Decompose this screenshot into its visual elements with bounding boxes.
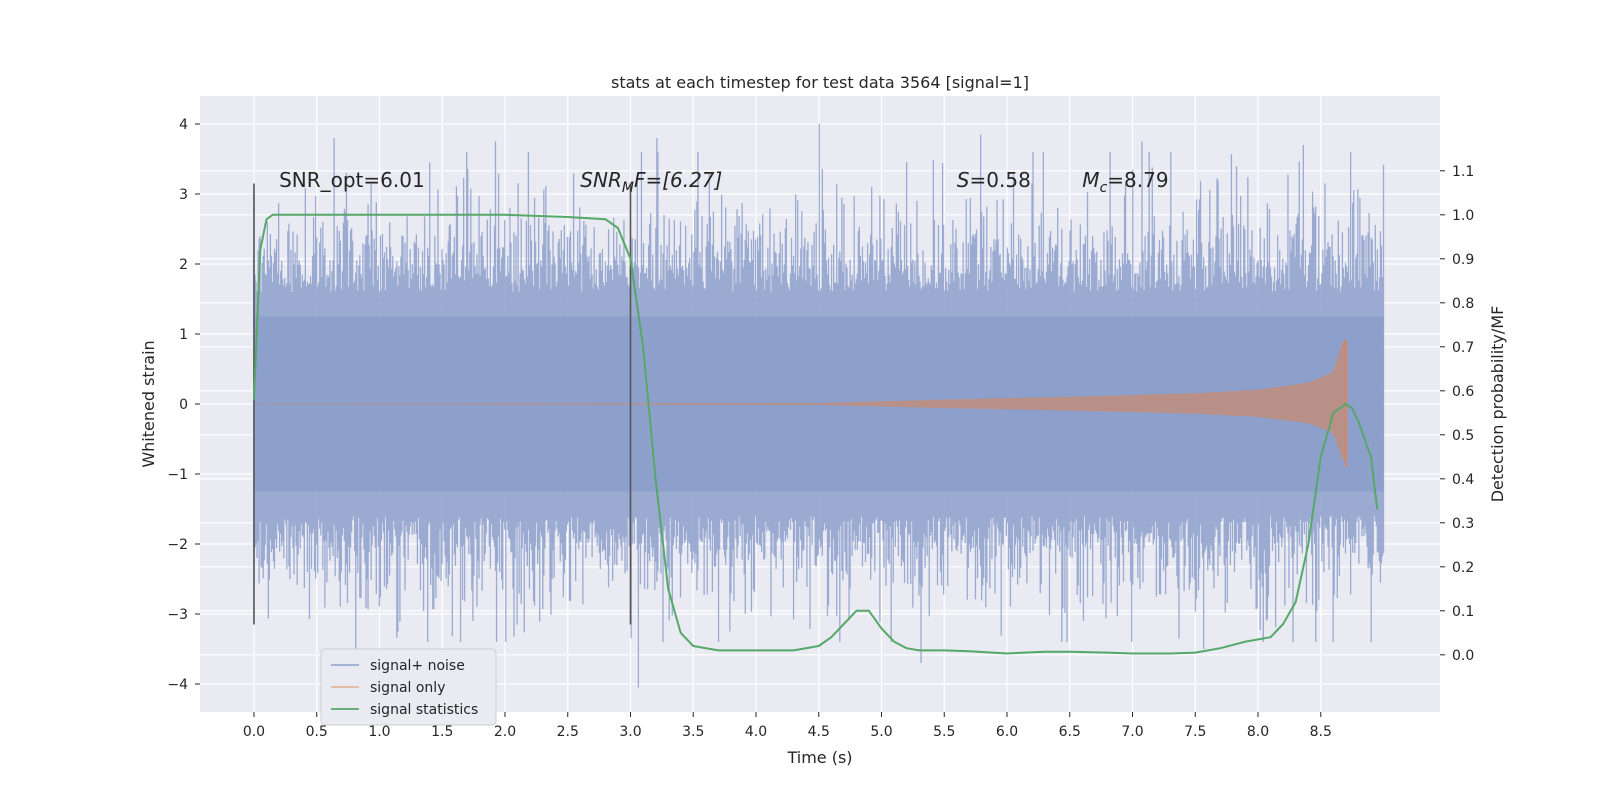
y2-tick-label: 0.4 — [1452, 472, 1474, 488]
x-tick-label: 3.0 — [619, 724, 641, 740]
y2-tick-label: 1.1 — [1452, 164, 1474, 180]
legend-label-signal-plus-noise: signal+ noise — [370, 658, 465, 674]
x-tick-label: 5.5 — [933, 724, 955, 740]
annotation-mc-rest: =8.79 — [1107, 168, 1168, 192]
signal-statistics-line — [252, 213, 1379, 655]
y-tick-label: −2 — [167, 537, 188, 553]
legend-box — [320, 648, 497, 726]
x-tick-label: 6.0 — [996, 724, 1018, 740]
annotation-snr-opt: SNR_opt=6.01 — [279, 168, 425, 192]
annotation-snr-mf-subscript: M — [622, 180, 634, 196]
annotations: SNR_opt=6.01 SNRMF=[6.27] S=0.58 Mc=8.79 — [279, 168, 1169, 196]
x-tick-label: 7.5 — [1184, 724, 1206, 740]
annotation-mc-subscript: c — [1100, 180, 1108, 196]
y2-tick-label: 1.0 — [1452, 208, 1474, 224]
x-tick-label: 1.5 — [431, 724, 453, 740]
annotation-snr-mf: SNRMF=[6.27] — [580, 168, 722, 196]
y2-tick-label: 0.9 — [1452, 252, 1474, 268]
y2-tick-label: 0.2 — [1452, 560, 1474, 576]
x-tick-label: 6.5 — [1059, 724, 1081, 740]
y-tick-label: −3 — [167, 607, 188, 623]
y-axis-label: Whitened strain — [139, 340, 158, 467]
y2-tick-label: 0.3 — [1452, 516, 1474, 532]
x-tick-label: 0.5 — [306, 724, 328, 740]
y-tick-label: 0 — [179, 397, 188, 413]
x-axis-ticks: 0.0 0.5 1.0 1.5 2.0 2.5 3.0 3.5 4.0 4.5 5.0 5.5 6.0 6… — [243, 712, 1332, 740]
x-tick-label: 1.0 — [368, 724, 390, 740]
chart-title: stats at each timestep for test data 356… — [611, 73, 1029, 92]
y2-tick-label: 0.6 — [1452, 384, 1474, 400]
y-tick-label: 1 — [179, 327, 188, 343]
x-tick-label: 2.0 — [494, 724, 516, 740]
x-tick-label: 5.0 — [870, 724, 892, 740]
y2-tick-label: 0.5 — [1452, 428, 1474, 444]
x-tick-label: 8.5 — [1310, 724, 1332, 740]
annotation-s-rest: =0.58 — [970, 168, 1031, 192]
legend-label-signal-statistics: signal statistics — [370, 702, 478, 718]
y-tick-label: 4 — [179, 117, 188, 133]
y2-tick-label: 0.0 — [1452, 648, 1474, 664]
y-tick-label: −4 — [167, 677, 188, 693]
x-tick-label: 2.5 — [557, 724, 579, 740]
x-axis-label: Time (s) — [786, 748, 852, 767]
legend: signal+ noise signal only signal statist… — [320, 648, 497, 726]
annotation-mc-prefix: M — [1082, 168, 1099, 192]
x-tick-label: 4.5 — [808, 724, 830, 740]
legend-label-signal-only: signal only — [370, 680, 445, 696]
x-tick-label: 3.5 — [682, 724, 704, 740]
y2-tick-label: 0.1 — [1452, 604, 1474, 620]
x-tick-label: 0.0 — [243, 724, 265, 740]
annotation-mc-value: Mc=8.79 — [1082, 168, 1168, 196]
y-axis-ticks: −4 −3 −2 −1 0 1 2 3 4 — [167, 117, 200, 693]
x-tick-label: 8.0 — [1247, 724, 1269, 740]
y-tick-label: 2 — [179, 257, 188, 273]
annotation-snr-mf-prefix: SNR — [580, 168, 622, 192]
series-signal-statistics — [252, 213, 1379, 655]
y-tick-label: 3 — [179, 187, 188, 203]
y2-tick-label: 0.7 — [1452, 340, 1474, 356]
x-tick-label: 4.0 — [745, 724, 767, 740]
y-tick-label: −1 — [167, 467, 188, 483]
annotation-s-prefix: S — [957, 168, 970, 192]
x-tick-label: 7.0 — [1121, 724, 1143, 740]
y2-axis-ticks: 0.0 0.1 0.2 0.3 0.4 0.5 0.6 0.7 0.8 0.9 1.0 1.1 — [1440, 164, 1474, 664]
annotation-s-value: S=0.58 — [957, 168, 1031, 192]
annotation-snr-mf-rest: F=[6.27] — [634, 168, 722, 192]
y2-tick-label: 0.8 — [1452, 296, 1474, 312]
y2-axis-label: Detection probability/MF — [1488, 306, 1507, 503]
